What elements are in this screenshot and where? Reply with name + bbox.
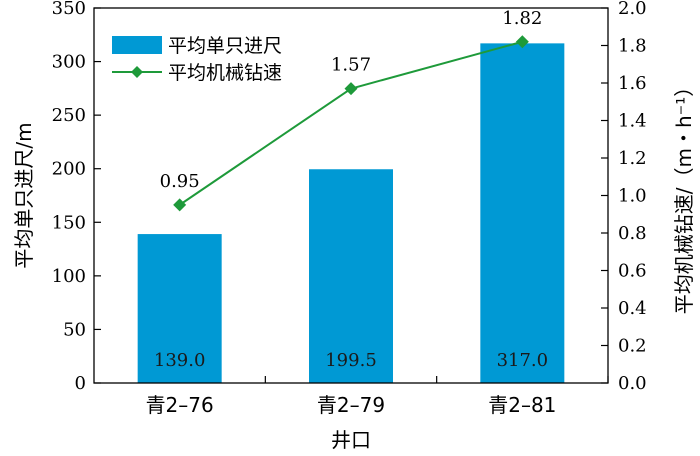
ticks-layer: 0 50 100 150 200 250 300 350 0.0 0.2 0.4 0.6 0.8 1.0 1…	[52, 0, 647, 417]
x-axis-title: 井口	[331, 428, 371, 452]
bar-0	[137, 234, 222, 383]
left-tick-label: 350	[52, 0, 86, 19]
left-tick-label: 200	[52, 159, 86, 180]
right-tick-label: 0.4	[618, 298, 647, 319]
bar-value-label-1: 199.5	[325, 350, 377, 371]
legend-line-marker	[131, 66, 143, 78]
left-axis-title: 平均单只进尺/m	[12, 122, 36, 268]
right-axis-title: 平均机械钻速/（m・h⁻¹）	[672, 77, 696, 314]
left-tick-label: 100	[52, 266, 86, 287]
left-tick-label: 50	[63, 319, 86, 340]
x-tick-label: 青2–79	[317, 393, 385, 417]
line-marker-0	[173, 198, 187, 212]
x-tick-label: 青2–76	[146, 393, 214, 417]
line-layer: 0.95 1.57 1.82	[160, 8, 542, 212]
line-marker-1	[344, 82, 358, 96]
right-tick-label: 1.2	[618, 148, 647, 169]
right-tick-label: 1.4	[618, 111, 647, 132]
right-tick-label: 0.0	[618, 373, 647, 394]
bar-value-label-0: 139.0	[154, 350, 206, 371]
bars-layer: 139.0 199.5 317.0	[137, 43, 565, 383]
right-tick-label: 1.6	[618, 73, 647, 94]
right-tick-label: 0.8	[618, 223, 647, 244]
bar-value-label-2: 317.0	[497, 350, 549, 371]
legend-bar-label: 平均单只进尺	[168, 35, 282, 57]
line-value-label-1: 1.57	[331, 55, 371, 76]
left-tick-label: 150	[52, 212, 86, 233]
left-tick-label: 0	[75, 373, 86, 394]
right-tick-label: 0.6	[618, 261, 647, 282]
right-tick-label: 0.2	[618, 336, 647, 357]
line-value-label-2: 1.82	[502, 8, 542, 29]
right-tick-label: 1.8	[618, 36, 647, 57]
right-tick-label: 2.0	[618, 0, 647, 19]
line-marker-2	[515, 35, 529, 49]
line-value-label-0: 0.95	[160, 171, 200, 192]
left-tick-label: 250	[52, 105, 86, 126]
legend-bar-swatch	[112, 36, 162, 54]
bar-2	[480, 43, 565, 383]
x-tick-label: 青2–81	[488, 393, 556, 417]
bar-1	[309, 169, 393, 383]
legend-line-label: 平均机械钻速	[168, 62, 282, 84]
right-tick-label: 1.0	[618, 186, 647, 207]
left-tick-label: 300	[52, 52, 86, 73]
